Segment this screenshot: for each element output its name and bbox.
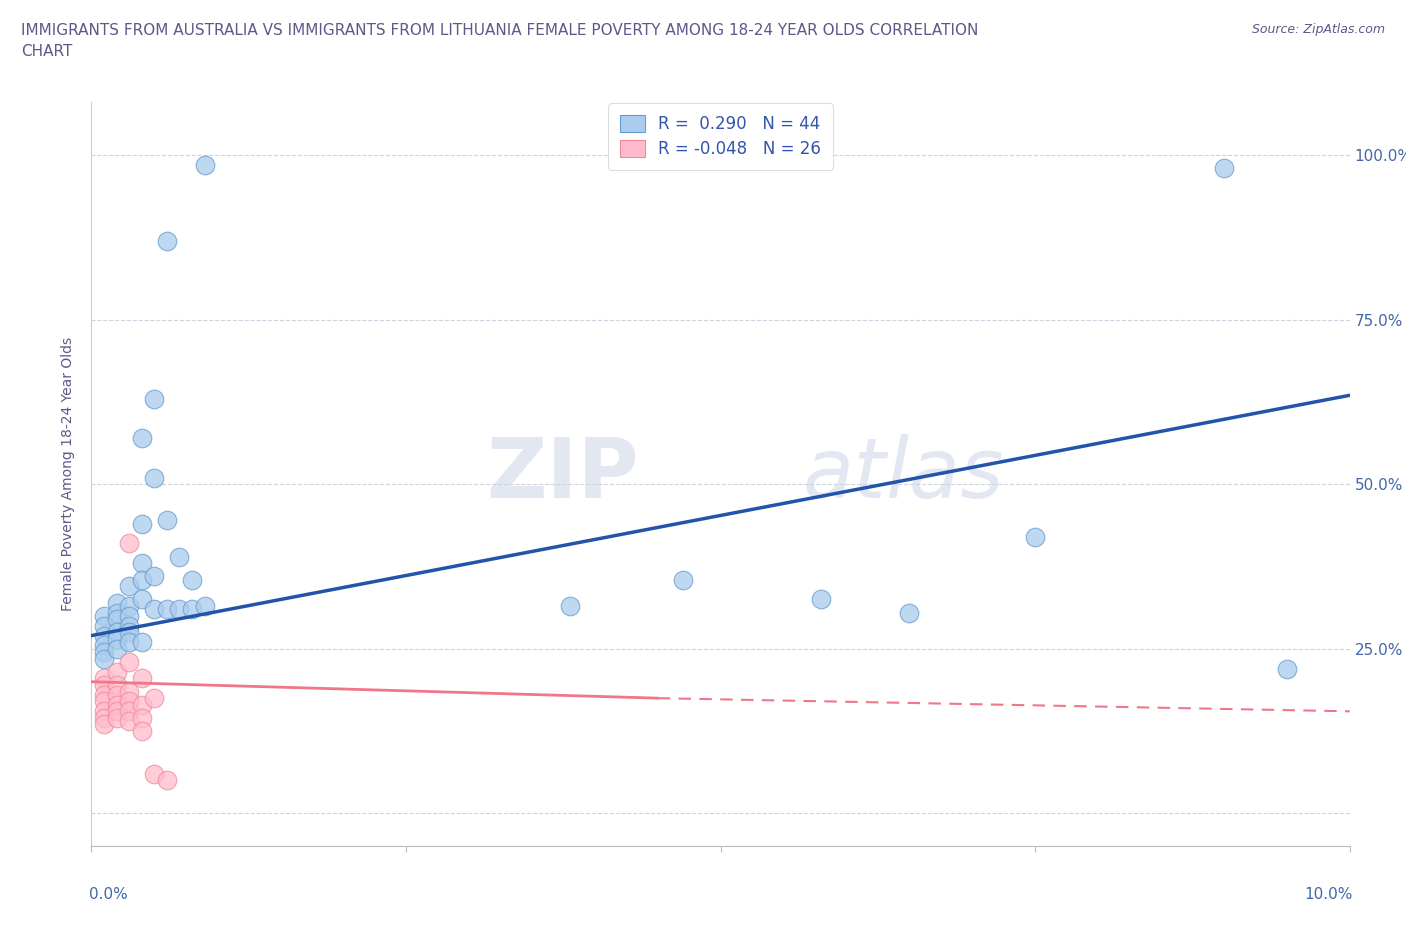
Point [105,642,128,657]
Point [156,513,179,528]
Point [93,711,115,725]
Point [181,602,204,617]
Point [898,605,921,620]
Point [105,687,128,702]
Point [93,678,115,693]
Point [105,605,128,620]
Point [93,651,115,666]
Y-axis label: Female Poverty Among 18-24 Year Olds: Female Poverty Among 18-24 Year Olds [62,338,76,611]
Text: 0.0%: 0.0% [89,887,128,902]
Point [131,671,153,685]
Point [118,536,141,551]
Text: Source: ZipAtlas.com: Source: ZipAtlas.com [1251,23,1385,36]
Point [105,704,128,719]
Point [131,635,153,650]
Point [194,599,217,614]
Point [181,572,204,587]
Point [93,608,115,623]
Point [118,694,141,709]
Point [810,592,832,607]
Point [131,698,153,712]
Point [118,684,141,699]
Point [118,618,141,633]
Point [143,471,166,485]
Point [143,691,166,706]
Text: ZIP: ZIP [486,433,638,515]
Point [672,572,695,587]
Point [118,635,141,650]
Point [93,694,115,709]
Point [143,766,166,781]
Point [558,599,581,614]
Point [1275,661,1298,676]
Point [105,595,128,610]
Point [105,698,128,712]
Text: atlas: atlas [803,433,1004,515]
Point [156,602,179,617]
Point [93,618,115,633]
Point [131,711,153,725]
Point [143,602,166,617]
Point [105,711,128,725]
Point [143,392,166,406]
Point [131,592,153,607]
Point [169,549,191,564]
Text: IMMIGRANTS FROM AUSTRALIA VS IMMIGRANTS FROM LITHUANIA FEMALE POVERTY AMONG 18-2: IMMIGRANTS FROM AUSTRALIA VS IMMIGRANTS … [21,23,979,60]
Point [131,431,153,445]
Point [169,602,191,617]
Point [118,625,141,640]
Point [118,704,141,719]
Point [118,599,141,614]
Point [131,516,153,531]
Point [105,612,128,627]
Text: 10.0%: 10.0% [1303,887,1353,902]
Point [105,664,128,679]
Point [118,608,141,623]
Point [93,687,115,702]
Point [105,678,128,693]
Point [93,638,115,653]
Point [118,578,141,593]
Point [105,631,128,646]
Point [131,724,153,738]
Point [118,655,141,670]
Point [105,625,128,640]
Point [118,713,141,728]
Point [93,628,115,643]
Point [93,704,115,719]
Point [93,671,115,685]
Point [143,569,166,584]
Point [1212,161,1236,176]
Point [93,644,115,659]
Legend: R =  0.290   N = 44, R = -0.048   N = 26: R = 0.290 N = 44, R = -0.048 N = 26 [609,103,832,169]
Point [194,157,217,172]
Point [93,717,115,732]
Point [131,572,153,587]
Point [1024,529,1046,544]
Point [156,233,179,248]
Point [156,773,179,788]
Point [131,556,153,571]
